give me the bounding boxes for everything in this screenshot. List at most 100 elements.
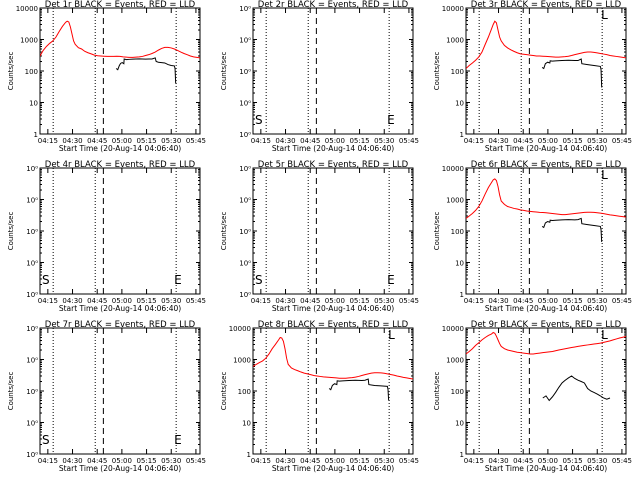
x-tick-label: 05:15 [349, 457, 369, 465]
x-tick-label: 05:45 [186, 297, 206, 305]
y-tick-label: 10⁰ [26, 388, 38, 396]
y-tick-label: 10⁰ [26, 420, 38, 428]
series-events-line [115, 57, 177, 84]
x-tick-label: 04:15 [38, 137, 58, 145]
x-tick-label: 04:30 [62, 137, 82, 145]
x-tick-label: 05:30 [374, 137, 394, 145]
x-tick-label: 05:30 [587, 457, 607, 465]
y-axis-label: Counts/sec [220, 52, 228, 91]
chart-title: Det 3r BLACK = Events, RED = LLD [471, 0, 622, 10]
x-tick-label: 05:15 [562, 457, 582, 465]
series-lld-line [466, 178, 626, 219]
x-tick-label: 04:15 [251, 297, 271, 305]
y-tick-label: 10⁰ [239, 291, 251, 299]
x-tick-label: 05:00 [538, 137, 558, 145]
x-tick-label: 05:45 [186, 137, 206, 145]
x-tick-label: 05:45 [399, 297, 419, 305]
chart-title: Det 8r BLACK = Events, RED = LLD [258, 320, 409, 330]
x-tick-label: 05:45 [612, 297, 632, 305]
y-tick-label: 1 [460, 131, 464, 139]
y-tick-label: 10⁰ [26, 291, 38, 299]
x-tick-label: 05:00 [538, 297, 558, 305]
y-tick-label: 10 [455, 100, 464, 108]
y-tick-label: 10⁰ [26, 197, 38, 205]
level-marker: L [601, 168, 608, 182]
y-tick-label: 10⁰ [26, 228, 38, 236]
x-tick-label: 05:00 [325, 137, 345, 145]
y-tick-label: 1000 [446, 357, 464, 365]
y-tick-label: 10⁰ [239, 37, 251, 45]
level-marker: L [601, 328, 608, 342]
end-marker: E [387, 113, 395, 127]
x-axis-label: Start Time (20-Aug-14 04:06:40) [59, 304, 181, 313]
y-axis-label: Counts/sec [7, 52, 15, 91]
y-tick-label: 10⁰ [26, 451, 38, 459]
start-marker: S [255, 273, 263, 287]
chart-panel-7: Det 7r BLACK = Events, RED = LLD 10⁰ 10⁰ 10… [7, 320, 206, 473]
y-tick-label: 100 [451, 68, 464, 76]
y-axis-label: Counts/sec [7, 372, 15, 411]
x-tick-label: 04:45 [300, 137, 320, 145]
end-marker: E [174, 273, 182, 287]
x-tick-label: 04:45 [87, 297, 107, 305]
end-marker: E [387, 273, 395, 287]
x-tick-label: 04:30 [488, 457, 508, 465]
y-tick-label: 10 [29, 100, 38, 108]
y-tick-label: 1 [34, 131, 38, 139]
series-events-line [328, 378, 390, 401]
series-events-line [541, 58, 603, 88]
x-tick-label: 05:15 [349, 137, 369, 145]
y-axis-label: Counts/sec [433, 52, 441, 91]
x-tick-label: 05:30 [374, 297, 394, 305]
start-marker: S [42, 433, 50, 447]
x-tick-label: 04:45 [300, 457, 320, 465]
y-tick-label: 10⁰ [26, 357, 38, 365]
x-tick-label: 04:45 [513, 457, 533, 465]
x-tick-label: 04:30 [488, 137, 508, 145]
y-axis-label: Counts/sec [7, 212, 15, 251]
chart-panel-9: Det 9r BLACK = Events, RED = LLD 1 10 100 10… [433, 320, 632, 473]
x-tick-label: 05:00 [325, 457, 345, 465]
x-axis-label: Start Time (20-Aug-14 04:06:40) [59, 144, 181, 153]
x-tick-label: 05:00 [112, 457, 132, 465]
x-tick-label: 04:30 [275, 457, 295, 465]
chart-title: Det 5r BLACK = Events, RED = LLD [258, 160, 409, 170]
x-tick-label: 05:45 [399, 137, 419, 145]
y-tick-label: 10 [455, 260, 464, 268]
x-tick-label: 04:30 [275, 137, 295, 145]
x-tick-label: 04:15 [464, 457, 484, 465]
x-tick-label: 04:15 [464, 137, 484, 145]
x-tick-label: 04:15 [251, 457, 271, 465]
series-lld-line [466, 20, 626, 69]
y-tick-label: 10⁰ [26, 260, 38, 268]
x-axis-label: Start Time (20-Aug-14 04:06:40) [59, 464, 181, 473]
y-tick-label: 10⁰ [26, 325, 38, 333]
x-tick-label: 05:15 [349, 297, 369, 305]
x-tick-label: 04:45 [300, 297, 320, 305]
x-tick-label: 05:00 [325, 297, 345, 305]
chart-title: Det 6r BLACK = Events, RED = LLD [471, 160, 622, 170]
y-tick-label: 10⁰ [239, 165, 251, 173]
y-tick-label: 10000 [442, 325, 464, 333]
y-tick-label: 1000 [233, 357, 251, 365]
y-tick-label: 1 [247, 451, 251, 459]
x-tick-label: 05:30 [161, 297, 181, 305]
chart-title: Det 4r BLACK = Events, RED = LLD [45, 160, 196, 170]
y-tick-label: 100 [25, 68, 38, 76]
y-tick-label: 1000 [446, 197, 464, 205]
y-tick-label: 100 [451, 388, 464, 396]
x-tick-label: 04:15 [251, 137, 271, 145]
y-tick-label: 1 [460, 451, 464, 459]
x-tick-label: 05:15 [136, 137, 156, 145]
y-axis-label: Counts/sec [220, 372, 228, 411]
x-tick-label: 05:30 [161, 457, 181, 465]
chart-title: Det 1r BLACK = Events, RED = LLD [45, 0, 196, 10]
y-tick-label: 10⁰ [239, 197, 251, 205]
x-tick-label: 05:00 [538, 457, 558, 465]
y-axis-label: Counts/sec [433, 212, 441, 251]
y-tick-label: 1000 [20, 37, 38, 45]
x-tick-label: 05:30 [374, 457, 394, 465]
series-lld-line [466, 331, 626, 355]
y-tick-label: 10⁰ [239, 228, 251, 236]
